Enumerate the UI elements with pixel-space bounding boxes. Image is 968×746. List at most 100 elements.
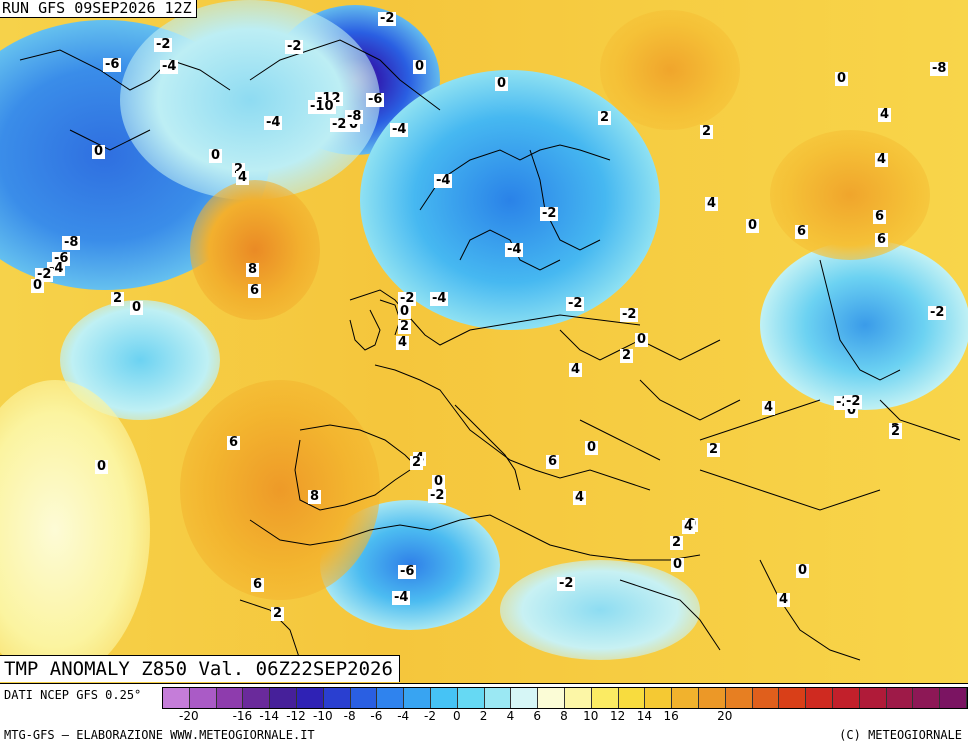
color-swatch [243, 688, 271, 708]
color-scale-tick: 16 [663, 709, 679, 723]
color-swatch [832, 688, 860, 708]
anomaly-value-label: 8 [246, 262, 260, 277]
color-swatch [538, 688, 565, 708]
color-scale-tick: 12 [609, 709, 626, 723]
color-swatch [216, 688, 244, 708]
anomaly-value-label: 2 [670, 535, 684, 550]
color-scale-tick: -10 [312, 709, 333, 723]
anomaly-value-label: -2 [928, 305, 947, 320]
anomaly-value-label: 2 [707, 442, 721, 457]
anomaly-value-label: 0 [585, 440, 599, 455]
anomaly-value-label: 2 [410, 455, 424, 470]
color-scale-tick: -14 [259, 709, 279, 723]
anomaly-value-label: 4 [878, 107, 892, 122]
anomaly-value-label: 2 [111, 291, 125, 306]
anomaly-value-label: 6 [251, 577, 265, 592]
credit-left: MTG-GFS — ELABORAZIONE WWW.METEOGIORNALE… [4, 728, 315, 742]
color-swatch [189, 688, 217, 708]
color-swatch [270, 688, 297, 708]
anomaly-value-label: 4 [777, 592, 791, 607]
color-swatch [859, 688, 887, 708]
anomaly-value-label: 6 [873, 209, 887, 224]
anomaly-value-label: -6 [366, 92, 385, 107]
anomaly-value-label: 0 [835, 71, 849, 86]
color-swatch [672, 688, 699, 708]
weather-map: RUN GFS 09SEP2026 12Z -2 -2 -2 -6 -4 0 0 0 -8 0 -6… [0, 0, 968, 683]
anomaly-value-label: 6 [875, 232, 889, 247]
color-swatch [645, 688, 673, 708]
anomaly-value-label: 4 [236, 170, 250, 185]
color-swatch [564, 688, 592, 708]
anomaly-value-label: 6 [546, 454, 560, 469]
anomaly-value-label: 4 [396, 335, 410, 350]
anomaly-value-label: 0 [746, 218, 760, 233]
anomaly-area-caspian-cold [760, 240, 968, 410]
anomaly-value-label: -2 [620, 307, 639, 322]
anomaly-value-label: -2 [285, 39, 304, 54]
credit-right: (C) METEOGIORNALE [839, 728, 962, 742]
anomaly-value-label: -2 [35, 267, 54, 282]
color-swatch [886, 688, 914, 708]
anomaly-value-label: 0 [398, 304, 412, 319]
color-swatch [457, 688, 485, 708]
anomaly-value-label: 4 [705, 196, 719, 211]
color-swatch [323, 688, 351, 708]
color-swatch [591, 688, 619, 708]
color-scale-tick: 8 [560, 709, 568, 723]
color-scale-tick: -8 [343, 709, 356, 723]
color-scale-tick: -2 [424, 709, 436, 723]
color-swatch [430, 688, 458, 708]
anomaly-value-label: 2 [398, 319, 412, 334]
anomaly-value-label: -8 [345, 109, 364, 124]
color-scale-tick: 0 [452, 709, 461, 723]
anomaly-value-label: -10 [308, 99, 336, 114]
anomaly-value-label: -4 [392, 590, 411, 605]
color-scale-tick: -4 [397, 709, 410, 723]
anomaly-value-label: 4 [762, 400, 776, 415]
anomaly-value-label: -6 [103, 57, 122, 72]
anomaly-area-russia-warm [600, 10, 740, 130]
color-swatch [163, 688, 190, 708]
anomaly-value-label: 0 [413, 59, 427, 74]
anomaly-value-label: 6 [227, 435, 241, 450]
anomaly-value-label: 0 [92, 144, 106, 159]
anomaly-value-label: 0 [796, 563, 810, 578]
color-swatch [698, 688, 726, 708]
anomaly-value-label: -2 [330, 117, 349, 132]
anomaly-value-label: 2 [889, 424, 903, 439]
color-scale-tick: 2 [479, 709, 488, 723]
anomaly-value-label: 4 [682, 519, 696, 534]
run-title: RUN GFS 09SEP2026 12Z [0, 0, 197, 18]
color-scale-tick: -20 [178, 709, 199, 723]
anomaly-value-label: -2 [378, 11, 397, 26]
field-title: TMP ANOMALY Z850 Val. 06Z22SEP2026 [0, 655, 400, 682]
anomaly-value-label: 4 [875, 152, 889, 167]
anomaly-value-label: -2 [398, 291, 417, 306]
anomaly-value-label: 2 [598, 110, 612, 125]
color-swatch [940, 688, 967, 708]
color-scale-tick: -6 [370, 709, 383, 723]
anomaly-value-label: 8 [308, 489, 322, 504]
anomaly-value-label: -4 [434, 173, 453, 188]
anomaly-value-label: -4 [430, 291, 449, 306]
anomaly-value-label: -2 [428, 488, 447, 503]
anomaly-value-label: -4 [505, 242, 524, 257]
color-scale-ticks: -20 -16 -14 -12 -10 -8 -6 -4 -2 0 2 4 6 8 10 12 14 16 20 [162, 709, 966, 725]
anomaly-value-label: 0 [130, 300, 144, 315]
anomaly-value-label: -8 [62, 235, 81, 250]
color-swatch [779, 688, 807, 708]
anomaly-value-label: -2 [154, 37, 173, 52]
color-swatch [350, 688, 378, 708]
anomaly-value-label: 4 [569, 362, 583, 377]
anomaly-value-label: -4 [264, 115, 283, 130]
color-scale-tick: 6 [533, 709, 541, 723]
anomaly-value-label: 4 [573, 490, 587, 505]
color-swatch [404, 688, 431, 708]
color-scale-tick: 20 [717, 709, 733, 723]
color-swatch [725, 688, 753, 708]
anomaly-value-label: 2 [271, 606, 285, 621]
color-swatch [806, 688, 833, 708]
anomaly-area-libya-cool [500, 560, 700, 660]
color-swatch [913, 688, 941, 708]
color-swatch [484, 688, 512, 708]
